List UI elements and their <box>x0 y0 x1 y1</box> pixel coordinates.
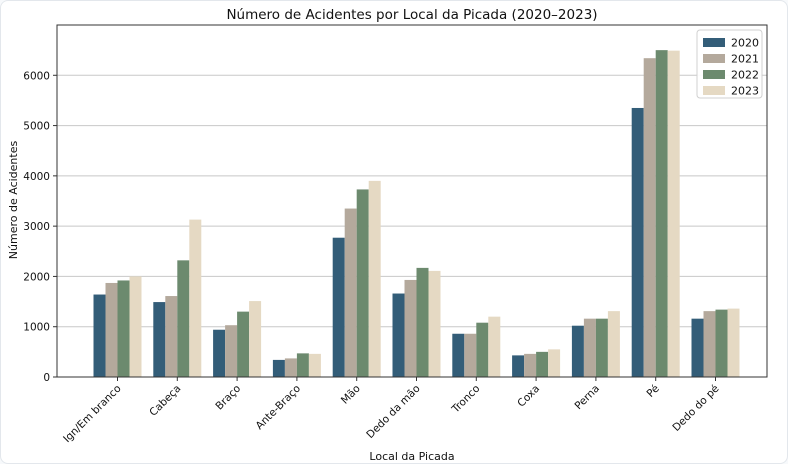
bar-2020 <box>571 325 584 377</box>
bars <box>93 50 740 378</box>
bar-2021 <box>344 208 357 377</box>
y-axis-label: Número de Acidentes <box>7 141 20 260</box>
x-tick-label: Coxa <box>515 383 542 410</box>
bar-2021 <box>404 279 417 377</box>
y-axis-ticks: 0 1000 2000 3000 4000 5000 6000 <box>23 70 57 384</box>
legend-label: 2021 <box>731 53 759 66</box>
bar-2022 <box>177 260 190 377</box>
bar-2022 <box>296 353 309 377</box>
bar-2023 <box>548 349 561 377</box>
bar-2021 <box>464 333 477 377</box>
bar-2020 <box>691 318 704 377</box>
bar-2021 <box>524 353 537 377</box>
x-axis-ticks: Ign/Em branco Cabeça Braço Ante-Braço Mão Ded… <box>61 377 722 445</box>
bar-2021 <box>284 358 297 377</box>
x-tick-label: Ign/Em branco <box>61 383 124 446</box>
bar-2022 <box>117 280 130 377</box>
bar-2023 <box>129 276 142 377</box>
bar-2023 <box>368 180 381 377</box>
bar-2022 <box>536 351 549 377</box>
bar-2022 <box>595 318 608 377</box>
bar-2022 <box>715 309 728 377</box>
legend-swatch-2020 <box>703 38 725 47</box>
bar-2021 <box>583 318 596 377</box>
x-tick-label: Pé <box>645 383 662 400</box>
legend-swatch-2022 <box>703 70 725 79</box>
legend-swatch-2021 <box>703 54 725 63</box>
x-axis-label: Local da Picada <box>369 450 454 463</box>
x-tick-label: Cabeça <box>147 383 183 419</box>
legend-swatch-2023 <box>703 86 725 95</box>
y-tick-label: 0 <box>43 372 50 384</box>
bar-2023 <box>308 353 321 377</box>
x-tick-label: Mão <box>339 383 363 407</box>
x-tick-label: Ante-Braço <box>254 383 303 432</box>
legend-label: 2023 <box>731 85 759 98</box>
bar-2021 <box>225 325 238 377</box>
legend-label: 2022 <box>731 69 759 82</box>
legend-label: 2020 <box>731 37 759 50</box>
y-tick-label: 3000 <box>23 221 50 233</box>
bar-2023 <box>189 219 202 377</box>
bar-2023 <box>607 311 620 377</box>
bar-2023 <box>727 308 740 377</box>
x-tick-label: Braço <box>213 383 243 413</box>
bar-2021 <box>643 58 656 378</box>
y-tick-label: 5000 <box>23 121 50 133</box>
bar-2020 <box>272 359 285 377</box>
y-tick-label: 4000 <box>23 171 50 183</box>
x-tick-label: Tronco <box>449 383 482 416</box>
y-tick-label: 2000 <box>23 271 50 283</box>
bar-2020 <box>631 107 644 377</box>
bar-2020 <box>153 302 166 377</box>
bar-2020 <box>512 355 525 377</box>
x-tick-label: Dedo da mão <box>364 383 422 441</box>
bar-2021 <box>703 311 716 377</box>
bar-2022 <box>416 267 429 377</box>
bar-2022 <box>655 50 668 378</box>
bar-2020 <box>93 294 106 377</box>
bar-2023 <box>488 316 501 377</box>
bar-2020 <box>332 237 345 377</box>
legend: 2020 2021 2022 2023 <box>696 29 763 99</box>
plot-area-border <box>56 24 768 378</box>
bar-2020 <box>213 329 226 377</box>
bar-2022 <box>237 311 250 377</box>
bar-2023 <box>249 301 262 377</box>
x-tick-label: Perna <box>573 383 602 412</box>
chart-title: Número de Acidentes por Local da Picada … <box>226 7 597 23</box>
bar-2020 <box>392 293 405 377</box>
bar-2020 <box>452 333 465 377</box>
bar-2023 <box>428 270 441 377</box>
bar-2021 <box>105 282 118 377</box>
bar-2023 <box>667 50 680 377</box>
bar-2022 <box>356 189 369 377</box>
y-tick-label: 1000 <box>23 322 50 334</box>
x-tick-label: Dedo do pé <box>670 383 721 434</box>
bar-2021 <box>165 296 178 377</box>
bar-2022 <box>476 322 489 377</box>
y-tick-label: 6000 <box>23 70 50 82</box>
